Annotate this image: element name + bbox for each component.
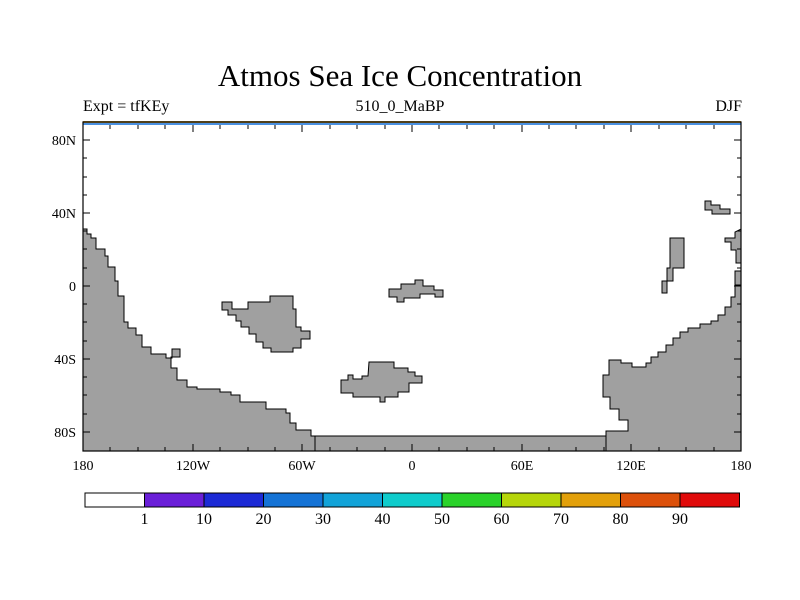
southern-continent-land [340,361,423,403]
lat-label: 0 [69,280,76,295]
eastern-land [602,284,742,452]
colorbar-label: 10 [196,511,212,528]
colorbar-label: 60 [494,511,510,528]
lon-label: 180 [73,459,94,474]
colorbar-label: 40 [375,511,391,528]
colorbar-label: 90 [672,511,688,528]
lon-label: 0 [409,459,416,474]
antarctica-land [314,435,607,452]
lon-label: 120W [176,459,211,474]
period-label: 510_0_MaBP [355,98,445,115]
colorbar-swatch [144,492,205,508]
land-layer [82,200,742,452]
northeast-coast-land [724,228,742,286]
lat-ticks [83,139,741,433]
lon-label: 60W [288,459,316,474]
lat-label: 40S [54,353,76,368]
sea-ice-band-bottom [83,123,741,125]
north-island-land [704,200,731,215]
colorbar-label: 30 [315,511,331,528]
peninsula-land [661,237,685,294]
colorbar-swatch [322,492,383,508]
lon-label: 180 [731,459,752,474]
americas-land [82,228,316,452]
lat-label: 40N [52,207,76,222]
colorbar-labels: 1 10 20 30 40 50 60 70 80 90 [141,511,689,528]
season-label: DJF [715,98,742,115]
colorbar-swatch [84,492,145,508]
colorbar-swatch [679,492,740,508]
colorbar [84,492,740,508]
map-plot [82,121,742,452]
experiment-label: Expt = tfKEy [83,98,170,115]
colorbar-swatch [382,492,443,508]
lat-label: 80N [52,134,76,149]
colorbar-swatch [203,492,264,508]
colorbar-swatch [560,492,621,508]
lat-label: 80S [54,426,76,441]
colorbar-swatch [441,492,502,508]
lon-label: 120E [616,459,646,474]
colorbar-label: 80 [613,511,629,528]
colorbar-swatch [620,492,681,508]
colorbar-label: 1 [141,511,149,528]
lon-labels: 180 120W 60W 0 60E 120E 180 [73,459,752,474]
colorbar-label: 50 [434,511,450,528]
colorbar-label: 70 [553,511,569,528]
central-continent-land [221,295,311,353]
colorbar-swatch [263,492,324,508]
lon-label: 60E [511,459,534,474]
lat-labels: 80N 40N 0 40S 80S [52,134,76,441]
colorbar-label: 20 [256,511,272,528]
colorbar-swatch [501,492,562,508]
lon-ticks [109,125,715,451]
map-title: Atmos Sea Ice Concentration [217,58,583,93]
equatorial-island-land [388,279,444,303]
